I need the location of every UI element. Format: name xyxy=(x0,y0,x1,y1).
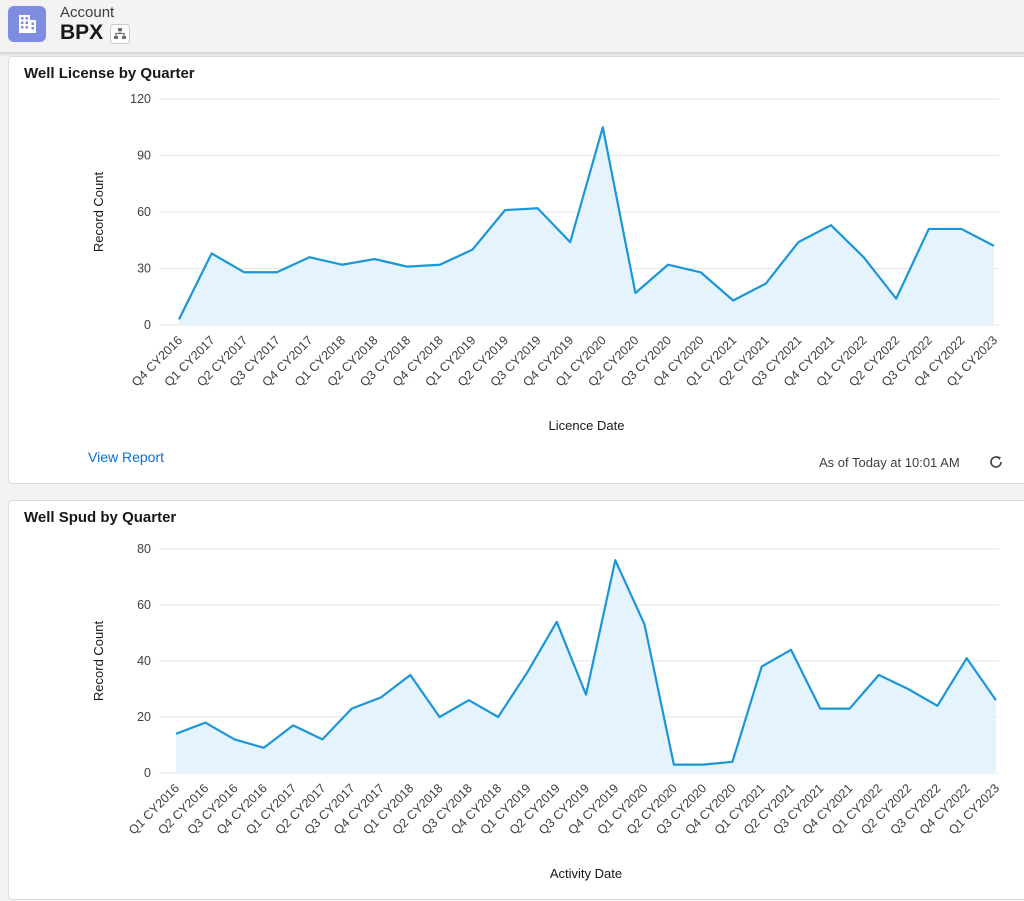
data-point[interactable] xyxy=(376,692,386,702)
y-tick-label: 60 xyxy=(137,598,151,612)
data-point[interactable] xyxy=(924,224,934,234)
refresh-button[interactable] xyxy=(988,454,1004,470)
data-point[interactable] xyxy=(522,667,532,677)
data-point[interactable] xyxy=(239,267,249,277)
data-point[interactable] xyxy=(565,237,575,247)
y-axis-title: Record Count xyxy=(91,621,106,702)
data-point[interactable] xyxy=(932,701,942,711)
data-point[interactable] xyxy=(317,734,327,744)
data-point[interactable] xyxy=(793,237,803,247)
well-license-card: Well License by Quarter 0 30 60 90 120 Q4 CY2… xyxy=(8,56,1024,484)
data-point[interactable] xyxy=(610,555,620,565)
data-point[interactable] xyxy=(728,296,738,306)
data-point[interactable] xyxy=(859,252,869,262)
data-point[interactable] xyxy=(370,254,380,264)
y-tick-label: 120 xyxy=(130,92,151,106)
data-point[interactable] xyxy=(956,224,966,234)
series-line xyxy=(178,126,995,320)
y-tick-label: 30 xyxy=(137,262,151,276)
y-tick-label: 0 xyxy=(144,318,151,332)
data-point[interactable] xyxy=(696,267,706,277)
data-point[interactable] xyxy=(598,122,608,132)
y-tick-label: 40 xyxy=(137,654,151,668)
y-tick-label: 90 xyxy=(137,149,151,163)
data-point[interactable] xyxy=(826,220,836,230)
view-report-link[interactable]: View Report xyxy=(88,449,165,465)
y-tick-label: 0 xyxy=(144,766,151,780)
data-point[interactable] xyxy=(304,252,314,262)
data-point[interactable] xyxy=(174,314,184,324)
data-point[interactable] xyxy=(230,734,240,744)
data-point[interactable] xyxy=(533,203,543,213)
data-point[interactable] xyxy=(207,248,217,258)
data-point[interactable] xyxy=(640,620,650,630)
data-point[interactable] xyxy=(757,662,767,672)
data-point[interactable] xyxy=(630,288,640,298)
data-point[interactable] xyxy=(991,695,1001,705)
data-point[interactable] xyxy=(337,260,347,270)
data-point[interactable] xyxy=(815,704,825,714)
hierarchy-icon xyxy=(114,28,126,39)
data-point[interactable] xyxy=(435,712,445,722)
series-line xyxy=(175,559,997,766)
data-point[interactable] xyxy=(405,670,415,680)
data-point[interactable] xyxy=(903,684,913,694)
y-tick-label: 80 xyxy=(137,542,151,556)
y-tick-label: 60 xyxy=(137,205,151,219)
area-fill xyxy=(179,127,994,325)
y-tick-label: 20 xyxy=(137,710,151,724)
data-point[interactable] xyxy=(663,260,673,270)
data-point[interactable] xyxy=(989,241,999,251)
data-point[interactable] xyxy=(464,695,474,705)
area-fill xyxy=(176,560,996,773)
data-point[interactable] xyxy=(435,260,445,270)
data-point[interactable] xyxy=(962,653,972,663)
object-label: Account xyxy=(60,4,115,21)
record-name: BPX xyxy=(60,21,104,44)
x-axis-title: Licence Date xyxy=(549,418,625,433)
x-axis-title: Activity Date xyxy=(550,866,622,881)
data-point[interactable] xyxy=(761,279,771,289)
data-point[interactable] xyxy=(259,743,269,753)
data-point[interactable] xyxy=(845,704,855,714)
data-point[interactable] xyxy=(288,720,298,730)
well-spud-card: Well Spud by Quarter 0 20 40 60 80 Q1 CY2016 Q… xyxy=(8,500,1024,900)
data-point[interactable] xyxy=(552,617,562,627)
card-title: Well License by Quarter xyxy=(24,65,195,82)
data-point[interactable] xyxy=(891,294,901,304)
building-icon xyxy=(8,6,46,42)
data-point[interactable] xyxy=(500,205,510,215)
data-point[interactable] xyxy=(171,729,181,739)
data-point[interactable] xyxy=(493,712,503,722)
y-axis-title: Record Count xyxy=(91,172,106,253)
record-header: Account BPX xyxy=(0,0,1024,53)
data-point[interactable] xyxy=(727,757,737,767)
data-point[interactable] xyxy=(786,645,796,655)
hierarchy-button[interactable] xyxy=(110,24,130,44)
data-point[interactable] xyxy=(698,760,708,770)
data-point[interactable] xyxy=(402,262,412,272)
data-point[interactable] xyxy=(272,267,282,277)
data-point[interactable] xyxy=(874,670,884,680)
data-point[interactable] xyxy=(467,245,477,255)
data-point[interactable] xyxy=(347,704,357,714)
data-point[interactable] xyxy=(669,760,679,770)
data-point[interactable] xyxy=(581,690,591,700)
card-title: Well Spud by Quarter xyxy=(24,509,177,526)
data-point[interactable] xyxy=(200,718,210,728)
refresh-icon xyxy=(990,456,1002,468)
as-of-timestamp: As of Today at 10:01 AM xyxy=(819,455,960,470)
